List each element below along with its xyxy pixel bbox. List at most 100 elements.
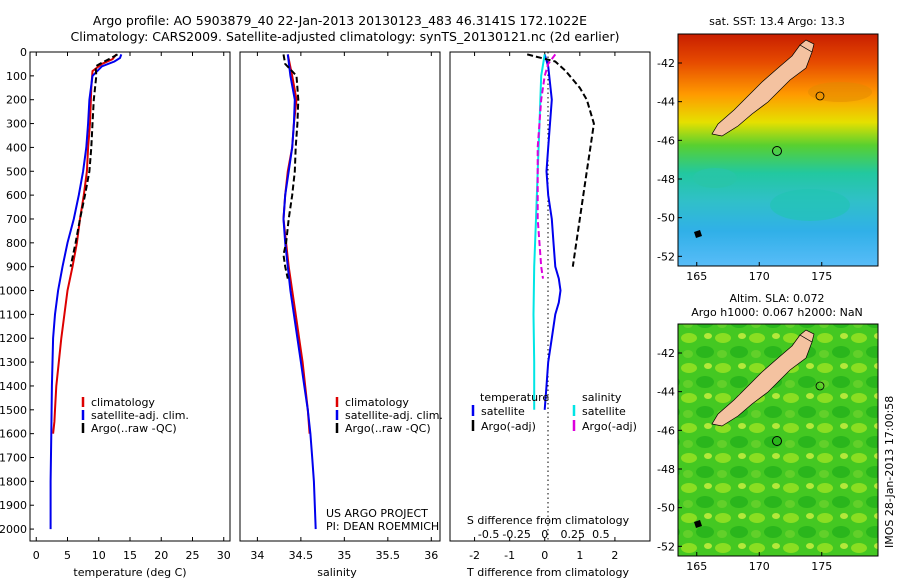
legend-label-satellite: satellite-adj. clim.	[345, 409, 443, 422]
sst-map-axes: 165 170 175 -42 -44 -46 -48 -50 -52	[657, 57, 832, 283]
sst-map: sat. SST: 13.4 Argo: 13.3 165 170 175 -42 -4…	[657, 15, 879, 283]
x-tick-label: 2	[611, 549, 618, 562]
temperature-legend: climatology satellite-adj. clim. Argo(..…	[81, 396, 189, 435]
credit-pi: PI: DEAN ROEMMICH	[326, 520, 439, 533]
y-tick-label: 1600	[0, 428, 27, 441]
x-tick-label: 34.5	[289, 549, 314, 562]
y-tick-label: 1300	[0, 356, 27, 369]
y-tick-label: 1800	[0, 475, 27, 488]
difference-top-xlabel: S difference from climatology	[467, 514, 630, 527]
legend-label-t-argo: Argo(-adj)	[481, 420, 536, 433]
south-island-landmass	[711, 44, 813, 137]
legend-label-s-argo: Argo(-adj)	[582, 420, 637, 433]
map-y-tick-label: -42	[657, 347, 675, 360]
x-tick-label: 20	[154, 549, 168, 562]
map-y-tick-label: -48	[657, 173, 675, 186]
y-tick-label: 1500	[0, 404, 27, 417]
map-x-tick-label: 165	[686, 560, 707, 573]
x-tick-label: 15	[123, 549, 137, 562]
y-tick-label: 400	[6, 141, 27, 154]
map-x-tick-label: 175	[811, 270, 832, 283]
y-tick-label: 200	[6, 94, 27, 107]
sst-patch	[693, 168, 737, 188]
argo-float-marker	[772, 146, 782, 156]
legend-label-satellite: satellite-adj. clim.	[91, 409, 189, 422]
top-tick-label: 0.25	[561, 528, 586, 541]
x-tick-label: 36	[424, 549, 438, 562]
argo-float-marker	[772, 436, 782, 446]
figure-title-line1: Argo profile: AO 5903879_40 22-Jan-2013 …	[93, 13, 587, 28]
y-tick-label: 700	[6, 213, 27, 226]
salinity-difference-scale: -0.5 -0.25 0 0.25 0.5	[478, 528, 610, 541]
sla-map-title-line1: Altim. SLA: 0.072	[729, 292, 824, 305]
y-tick-label: 0	[20, 46, 27, 59]
series-line-argo	[69, 53, 119, 267]
salinity-legend: climatology satellite-adj. clim. Argo(..…	[335, 396, 443, 435]
top-tick-label: -0.25	[502, 528, 530, 541]
map-y-tick-label: -52	[657, 540, 675, 553]
x-tick-label: 0	[33, 549, 40, 562]
series-line-satellite	[282, 54, 317, 530]
y-tick-label: 1200	[0, 332, 27, 345]
salinity-x-axis: 34 34.5 35 35.5 36	[250, 52, 438, 562]
top-tick-label: 0	[541, 528, 548, 541]
map-y-tick-label: -44	[657, 386, 675, 399]
difference-x-axis: -2 -1 0 1 2	[469, 52, 618, 562]
map-y-tick-label: -42	[657, 57, 675, 70]
legend-label-argo: Argo(..raw -QC)	[345, 422, 431, 435]
y-tick-label: 100	[6, 70, 27, 83]
stewart-island	[694, 230, 702, 238]
y-tick-label: 500	[6, 165, 27, 178]
salinity-xlabel: salinity	[317, 566, 357, 579]
top-tick-label: 0.5	[592, 528, 610, 541]
salinity-series	[282, 54, 317, 530]
legend-label-climatology: climatology	[91, 396, 155, 409]
x-tick-label: 35	[337, 549, 351, 562]
sla-map: Altim. SLA: 0.072 Argo h1000: 0.067 h200…	[657, 292, 896, 573]
y-tick-label: 300	[6, 118, 27, 131]
sla-map-frame	[677, 323, 879, 557]
series-line-argo	[282, 54, 300, 279]
x-tick-label: 10	[92, 549, 106, 562]
y-tick-label: 600	[6, 189, 27, 202]
sst-contour-circle	[815, 91, 825, 101]
y-tick-label: 1400	[0, 380, 27, 393]
map-y-tick-label: -50	[657, 212, 675, 225]
y-tick-label: 1900	[0, 499, 27, 512]
y-tick-label: 900	[6, 261, 27, 274]
map-y-tick-label: -50	[657, 502, 675, 515]
x-tick-label: 25	[186, 549, 200, 562]
x-tick-label: -1	[504, 549, 515, 562]
temperature-axes-frame	[29, 51, 231, 542]
top-tick-label: -0.5	[478, 528, 499, 541]
difference-series	[526, 53, 595, 410]
north-island-tip	[799, 39, 815, 53]
credit-project: US ARGO PROJECT	[326, 507, 428, 520]
x-tick-label: 35.5	[376, 549, 401, 562]
x-tick-label: 5	[64, 549, 71, 562]
map-y-tick-label: -44	[657, 96, 675, 109]
legend-title-salinity: salinity	[582, 391, 622, 404]
figure-title-line2: Climatology: CARS2009. Satellite-adjuste…	[71, 29, 620, 44]
map-x-tick-label: 170	[749, 560, 770, 573]
salinity-panel: 34 34.5 35 35.5 36 salinity climatology sate…	[239, 51, 443, 579]
y-tick-label: 800	[6, 237, 27, 250]
series-line-satellite	[49, 54, 123, 530]
x-tick-label: -2	[469, 549, 480, 562]
series-line-t-satellite	[543, 54, 562, 410]
x-tick-label: 1	[576, 549, 583, 562]
x-tick-label: 0	[541, 549, 548, 562]
legend-label-climatology: climatology	[345, 396, 409, 409]
y-tick-label: 2000	[0, 523, 27, 536]
sla-map-title-line2: Argo h1000: 0.067 h2000: NaN	[691, 306, 863, 319]
legend-label-s-satellite: satellite	[582, 405, 626, 418]
difference-xlabel: T difference from climatology	[466, 566, 629, 579]
map-y-tick-label: -48	[657, 463, 675, 476]
sla-map-axes: 165 170 175 -42 -44 -46 -48 -50 -52	[657, 347, 832, 573]
map-y-tick-label: -46	[657, 134, 675, 147]
x-tick-label: 30	[217, 549, 231, 562]
temperature-series	[49, 53, 123, 530]
y-tick-label: 1100	[0, 308, 27, 321]
series-line-t-argo	[526, 53, 595, 267]
stewart-island	[694, 520, 702, 528]
